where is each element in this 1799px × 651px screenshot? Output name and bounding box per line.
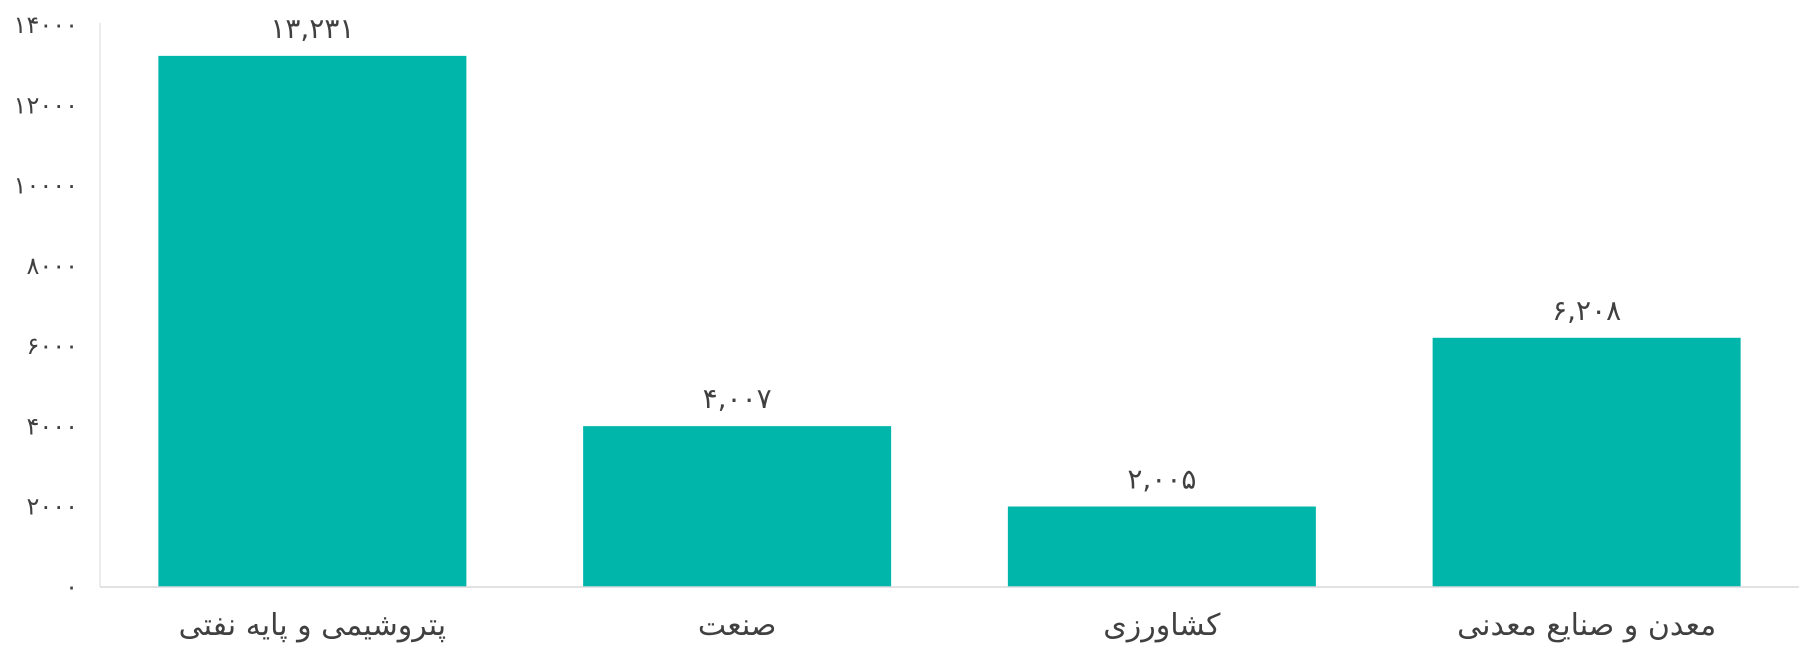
- y-axis: ۰ ۲۰۰۰ ۴۰۰۰ ۶۰۰۰ ۸۰۰۰ ۱۰۰۰۰ ۱۲۰۰۰ ۱۴۰۰۰: [14, 11, 101, 601]
- x-tick-label: صنعت: [698, 608, 776, 643]
- bar: [158, 55, 467, 587]
- y-tick-label: ۱۲۰۰۰: [14, 91, 78, 119]
- bar-value-label: ۶,۲۰۸: [1552, 294, 1621, 327]
- y-tick-label: ۲۰۰۰: [26, 493, 78, 521]
- y-tick-label: ۱۴۰۰۰: [14, 11, 78, 39]
- y-tick-label: ۰: [65, 573, 78, 601]
- x-axis: پتروشیمی و پایه نفتی صنعت کشاورزی معدن و صن…: [100, 586, 1799, 643]
- bar: [1007, 506, 1316, 587]
- y-tick-label: ۱۰۰۰۰: [14, 172, 78, 200]
- bar-value-label: ۲,۰۰۵: [1127, 463, 1196, 496]
- x-tick-label: کشاورزی: [1103, 608, 1221, 643]
- bar-value-label: ۱۳,۲۳۱: [270, 12, 354, 45]
- y-tick-label: ۸۰۰۰: [26, 252, 78, 280]
- x-tick-label: معدن و صنایع معدنی: [1457, 608, 1716, 643]
- data-labels: ۱۳,۲۳۱ ۴,۰۰۷ ۲,۰۰۵ ۶,۲۰۸: [270, 12, 1621, 496]
- bar: [1432, 337, 1741, 587]
- bar-value-label: ۴,۰۰۷: [703, 382, 772, 415]
- bar: [583, 426, 892, 587]
- y-tick-label: ۴۰۰۰: [26, 412, 78, 440]
- x-tick-label: پتروشیمی و پایه نفتی: [179, 608, 447, 643]
- bars: [158, 55, 1741, 587]
- y-tick-label: ۶۰۰۰: [26, 332, 78, 360]
